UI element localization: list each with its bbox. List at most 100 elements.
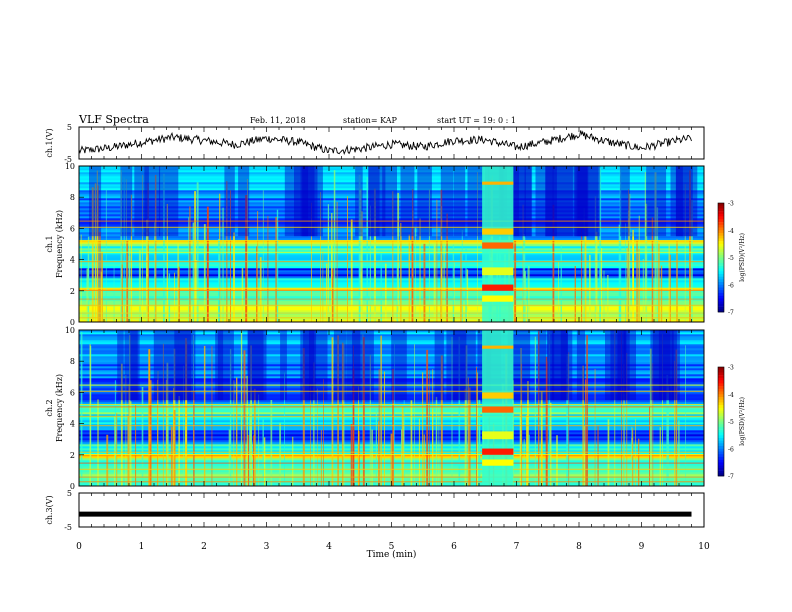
spectrogram-ch2-quiet-patch [130, 330, 138, 401]
spectrogram-ch2-sferic [249, 404, 251, 486]
colorbar-ch1-step [718, 203, 724, 206]
spectrogram-ch2-sferic [649, 348, 652, 486]
spectrogram-ch2-sferic [638, 438, 640, 486]
spectrogram-ch2-sferic [320, 429, 322, 486]
spectrogram-ch2-narrowband [79, 454, 704, 455]
spectrogram-ch2-sferic [523, 439, 525, 486]
spectrogram-ch2-quiet-patch [346, 330, 361, 401]
spectrogram-ch2-ytick-label: 2 [70, 451, 75, 460]
spectrogram-ch2-sferic [89, 344, 91, 486]
spectrogram-ch1-quiet-patch [302, 166, 318, 237]
spectrogram-ch2-sferic [429, 370, 430, 486]
spectrogram-ch1-sferic [595, 231, 598, 322]
spectrogram-ch1-sferic [658, 243, 660, 322]
spectrogram-ch1-row [79, 238, 704, 241]
spectrogram-ch1-sferic [552, 204, 555, 322]
spectrogram-ch2-sferic [229, 348, 232, 486]
colorbar-ch2-step [718, 421, 724, 425]
colorbar-ch2-step [718, 437, 724, 441]
spectrogram-ch1-sferic [522, 204, 524, 322]
spectrogram-ch2-sferic [547, 361, 548, 486]
colorbar-ch1-step [718, 222, 724, 226]
spectrogram-ch1-ytick-label: 0 [70, 318, 75, 327]
spectrogram-ch1-sferic [603, 270, 605, 322]
colorbar-ch2-tick-label: -3 [728, 365, 734, 372]
spectrogram-ch1-sferic [660, 265, 663, 322]
spectrogram-ch1-ytick-label: 10 [65, 162, 75, 171]
spectrogram-ch2-row [79, 382, 704, 385]
spectrogram-ch2-sferic [394, 343, 395, 486]
spectrogram-ch2-row [79, 402, 704, 405]
spectrogram-ch2-sferic [597, 426, 599, 486]
spectrogram-ch1-quiet-patch [294, 166, 315, 237]
spectrogram-ch1-row [79, 178, 704, 181]
spectrogram-ch1-burst-line [482, 228, 514, 235]
spectrogram-ch2-sferic [528, 434, 530, 486]
spectrogram-ch1-sferic [259, 257, 262, 322]
colorbar-ch1-step [718, 273, 724, 277]
spectrogram-ch1-sferic [203, 224, 206, 322]
spectrogram-ch2-sferic [414, 344, 415, 486]
spectrogram-ch2-sferic [125, 375, 127, 486]
spectrogram-ch2-sferic [621, 331, 622, 486]
spectrogram-ch1-sferic [689, 170, 691, 322]
spectrogram-ch1-sferic [95, 214, 97, 322]
colorbar-ch1-label: log(PSD)(V²/Hz) [739, 233, 746, 282]
spectrogram-ch2-sferic [129, 335, 131, 486]
spectrogram-ch2-narrowband [79, 462, 704, 464]
spectrogram-ch2-row [79, 362, 704, 365]
spectrogram-ch1-sferic [331, 213, 333, 322]
spectrogram-ch1-row [79, 234, 704, 237]
spectrogram-ch2-sferic [247, 434, 250, 486]
spectrogram-ch2-sferic [585, 379, 586, 486]
colorbar-ch2-tick-label: -5 [728, 419, 734, 426]
spectrogram-ch1-sferic [411, 227, 414, 322]
spectrogram-ch1-narrowband [79, 287, 704, 289]
spectrogram-ch1-sferic [446, 213, 448, 322]
spectrogram-ch2-burst-line [482, 406, 514, 413]
spectrogram-ch1-row [79, 170, 704, 173]
spectrogram-ch1-sferic [154, 174, 157, 322]
spectrogram-ch1-sferic [560, 245, 562, 322]
spectrogram-ch2-row [79, 398, 704, 401]
spectrogram-ch1-row [79, 254, 704, 257]
spectrogram-ch1-sferic [177, 243, 179, 322]
spectrogram-ch1-sferic [638, 215, 640, 322]
spectrogram-ch2-sferic [659, 427, 661, 486]
spectrogram-ch1-row [79, 216, 704, 219]
spectrogram-ch2-quiet-patch [605, 330, 627, 401]
spectrogram-ch2-sferic [127, 416, 129, 486]
colorbar-ch2-step [718, 424, 724, 428]
spectrogram-ch1-sferic [256, 246, 257, 322]
spectrogram-ch2-quiet-patch [623, 330, 636, 401]
colorbar-ch2-step [718, 369, 724, 373]
spectrogram-ch1-narrowband [79, 240, 704, 242]
spectrogram-ch2-quiet-patch [117, 330, 124, 401]
spectrogram-ch1-sferic [523, 234, 526, 322]
spectrogram-ch2-sferic [341, 342, 344, 486]
spectrogram-ch1-row [79, 230, 704, 233]
spectrogram-ch2-sferic [120, 363, 123, 486]
spectrogram-ch2-narrowband [79, 406, 704, 408]
spectrogram-ch1-burst-line [482, 267, 514, 276]
spectrogram-ch2-narrowband [79, 415, 704, 417]
spectrogram-ch1-row [79, 282, 704, 285]
spectrogram-ch2-sferic [626, 352, 628, 486]
spectrogram-ch1-sferic [626, 247, 628, 322]
spectrogram-ch2-row [79, 354, 704, 357]
colorbar-ch1-step [718, 309, 724, 313]
spectrogram-ch2-quiet-patch [247, 330, 267, 401]
spectrogram-ch1-sferic [392, 191, 394, 322]
waveform-ch1-ytick-label: 5 [67, 123, 72, 132]
spectrogram-ch2-sferic [458, 336, 461, 486]
spectrogram-ch2-quiet-patch [434, 330, 444, 401]
spectrogram-ch1-row [79, 288, 704, 291]
waveform-ch3-ylabel: ch.3(V) [45, 495, 54, 524]
spectrogram-ch2-narrowband [79, 476, 704, 478]
spectrogram-ch2-sferic [228, 429, 231, 486]
spectrogram-ch1-narrowband [79, 251, 704, 253]
colorbar-ch1-step [718, 230, 724, 234]
spectrogram-ch2-panel: 0 2 4 6 8 10 ch.2 Frequency (kHz) [45, 326, 705, 491]
spectrogram-ch2-sferic [141, 387, 144, 486]
spectrogram-ch1-sferic [380, 250, 382, 322]
